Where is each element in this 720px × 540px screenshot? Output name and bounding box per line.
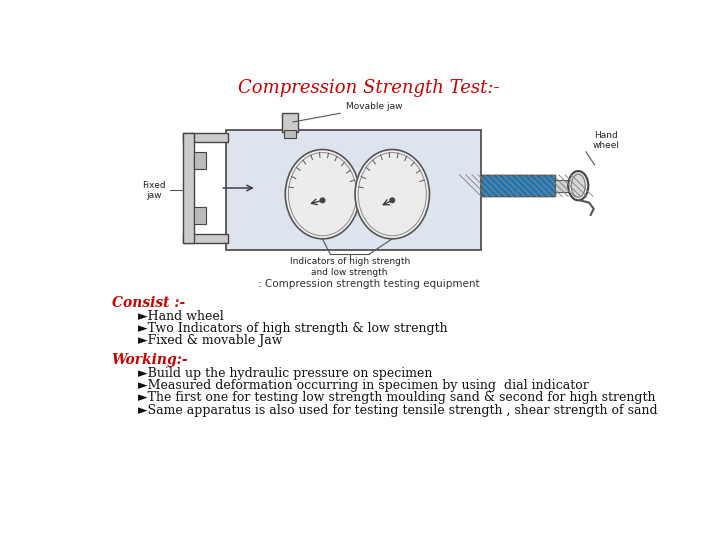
Bar <box>194 152 206 168</box>
Bar <box>482 175 555 197</box>
Bar <box>555 179 570 192</box>
Text: ►Same apparatus is also used for testing tensile strength , shear strength of sa: ►Same apparatus is also used for testing… <box>138 403 657 416</box>
Text: ►Fixed & movable Jaw: ►Fixed & movable Jaw <box>138 334 282 347</box>
Text: ►Measured deformation occurring in specimen by using  dial indicator: ►Measured deformation occurring in speci… <box>138 379 589 392</box>
Text: Fixed
jaw: Fixed jaw <box>142 180 166 200</box>
Text: ►Two Indicators of high strength & low strength: ►Two Indicators of high strength & low s… <box>138 322 448 335</box>
Ellipse shape <box>571 174 585 197</box>
Bar <box>284 130 296 138</box>
Ellipse shape <box>358 153 426 236</box>
Text: Hand
wheel: Hand wheel <box>593 131 620 150</box>
Text: Indicators of high strength
and low strength: Indicators of high strength and low stre… <box>289 257 410 276</box>
Text: ►The first one for testing low strength moulding sand & second for high strength: ►The first one for testing low strength … <box>138 392 655 404</box>
Bar <box>183 132 228 142</box>
Text: Consist :-: Consist :- <box>112 296 185 310</box>
Text: Working:-: Working:- <box>112 353 189 367</box>
Bar <box>194 207 206 224</box>
Ellipse shape <box>285 150 360 239</box>
Circle shape <box>320 198 325 202</box>
Bar <box>482 175 555 197</box>
Ellipse shape <box>568 171 588 200</box>
Text: ►Hand wheel: ►Hand wheel <box>138 309 224 323</box>
Text: Movable jaw: Movable jaw <box>292 103 402 122</box>
Text: Compression Strength Test:-: Compression Strength Test:- <box>238 79 500 97</box>
Circle shape <box>390 198 395 202</box>
Bar <box>282 113 297 132</box>
Text: : Compression strength testing equipment: : Compression strength testing equipment <box>258 279 480 289</box>
Bar <box>225 130 482 249</box>
Ellipse shape <box>289 153 356 236</box>
Text: ►Build up the hydraulic pressure on specimen: ►Build up the hydraulic pressure on spec… <box>138 367 433 380</box>
Bar <box>183 132 194 244</box>
Bar <box>183 234 228 244</box>
Ellipse shape <box>355 150 429 239</box>
Bar <box>482 175 555 197</box>
